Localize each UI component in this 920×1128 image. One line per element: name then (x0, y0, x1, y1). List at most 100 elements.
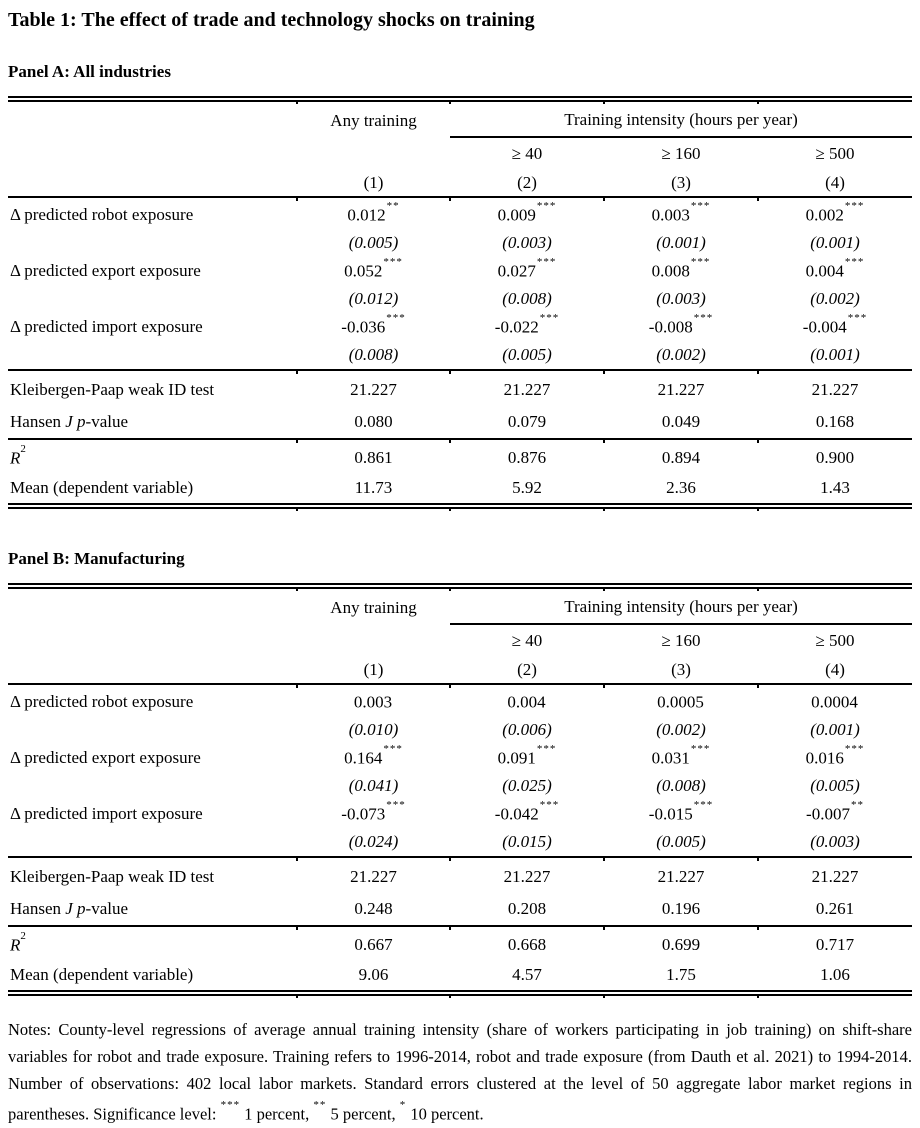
coef-cell: 0.002*** (805, 199, 865, 225)
se-cell: (0.008) (502, 289, 552, 308)
row-label: Kleibergen-Paap weak ID test (10, 867, 215, 886)
row-label: Mean (dependent variable) (10, 478, 194, 497)
col-number-3: (3) (671, 172, 691, 192)
panel-a-mid-rule-1 (8, 369, 912, 374)
row-label: Hansen J p-value (10, 412, 129, 431)
row-import-exposure: Δ predicted import exposure -0.036*** -0… (8, 311, 912, 341)
se-cell: (0.001) (656, 233, 706, 252)
se-cell: (0.005) (502, 345, 552, 364)
coef-cell: -0.008*** (648, 311, 714, 337)
stat-cell: 0.168 (815, 412, 855, 431)
col-header-ge500: ≥ 500 (815, 143, 855, 163)
significance-stars: *** (386, 311, 406, 324)
se-cell: (0.001) (810, 233, 860, 252)
se-cell: (0.002) (656, 720, 706, 739)
col-header-any-training: Any training (330, 110, 417, 130)
significance-stars: *** (690, 199, 711, 212)
stat-cell: 21.227 (657, 867, 705, 886)
coef-cell: -0.042*** (494, 798, 560, 824)
header-row-thresholds: ≥ 40 ≥ 160 ≥ 500 (8, 137, 912, 169)
row-robot-exposure: Δ predicted robot exposure 0.003 0.004 0… (8, 688, 912, 716)
row-export-se: (0.012) (0.008) (0.003) (0.002) (8, 285, 912, 313)
row-robot-se: (0.005) (0.003) (0.001) (0.001) (8, 229, 912, 257)
row-import-exposure: Δ predicted import exposure -0.073*** -0… (8, 798, 912, 828)
header-row-thresholds: ≥ 40 ≥ 160 ≥ 500 (8, 624, 912, 656)
stat-cell: 0.861 (354, 448, 393, 467)
stat-cell: 21.227 (811, 867, 859, 886)
se-cell: (0.002) (810, 289, 860, 308)
coef-cell: 0.031*** (651, 742, 711, 768)
col-group-training-intensity: Training intensity (hours per year) (450, 104, 912, 138)
significance-stars: *** (539, 311, 560, 324)
row-robot-se: (0.010) (0.006) (0.002) (0.001) (8, 716, 912, 744)
row-import-se: (0.008) (0.005) (0.002) (0.001) (8, 341, 912, 370)
col-header-ge40: ≥ 40 (511, 630, 543, 650)
row-mean: Mean (dependent variable) 11.73 5.92 2.3… (8, 473, 912, 506)
stat-cell: 21.227 (657, 380, 705, 399)
coef-cell: 0.009*** (497, 199, 557, 225)
stat-cell: 21.227 (811, 380, 859, 399)
two-stars: ** (313, 1099, 327, 1111)
stat-cell: 4.57 (512, 965, 542, 984)
coef-cell: -0.007** (806, 798, 864, 824)
stat-cell: 5.92 (512, 478, 542, 497)
row-label: R2 (10, 929, 26, 955)
panel-b-mid-rule-1 (8, 856, 912, 861)
stat-cell: 0.699 (661, 935, 701, 954)
col-header-ge160: ≥ 160 (661, 143, 701, 163)
panel-a-top-rule (8, 96, 912, 105)
coef-cell: 0.091*** (497, 742, 557, 768)
se-cell: (0.005) (810, 776, 860, 795)
row-r-squared: R2 0.861 0.876 0.894 0.900 (8, 443, 912, 473)
coef-cell: 0.004 (507, 692, 546, 712)
significance-stars: *** (536, 199, 557, 212)
row-mean: Mean (dependent variable) 9.06 4.57 1.75… (8, 960, 912, 993)
table-notes: Notes: County-level regressions of avera… (8, 1020, 912, 1124)
col-number-4: (4) (825, 659, 845, 679)
se-cell: (0.010) (348, 720, 399, 739)
se-cell: (0.015) (502, 832, 552, 851)
row-hansen: Hansen J p-value 0.248 0.208 0.196 0.261 (8, 893, 912, 926)
coef-cell: 0.004*** (805, 255, 865, 281)
se-cell: (0.024) (348, 832, 399, 851)
significance-stars: *** (690, 255, 711, 268)
panel-a-header-rule (8, 196, 912, 201)
stat-cell: 11.73 (354, 478, 393, 497)
stat-cell: 0.668 (507, 935, 547, 954)
col-number-4: (4) (825, 172, 845, 192)
se-cell: (0.008) (348, 345, 399, 364)
stat-cell: 0.900 (815, 448, 855, 467)
row-export-exposure: Δ predicted export exposure 0.052*** 0.0… (8, 255, 912, 285)
panel-b-mid-rule-2 (8, 925, 912, 930)
row-label: Δ predicted robot exposure (10, 692, 194, 711)
row-label: Δ predicted export exposure (10, 748, 201, 767)
row-label: Δ predicted export exposure (10, 261, 201, 280)
col-header-any-training: Any training (330, 597, 417, 617)
panel-b-table: Any training Training intensity (hours p… (8, 583, 912, 999)
row-label: Δ predicted robot exposure (10, 205, 194, 224)
row-kp-test: Kleibergen-Paap weak ID test 21.227 21.2… (8, 861, 912, 893)
row-label: Mean (dependent variable) (10, 965, 194, 984)
significance-stars: *** (844, 199, 865, 212)
coef-cell: 0.164*** (344, 742, 403, 768)
significance-stars: *** (847, 311, 868, 324)
header-row-numbers: (1) (2) (3) (4) (8, 169, 912, 197)
se-cell: (0.005) (348, 233, 399, 252)
significance-stars: *** (386, 798, 406, 811)
stat-cell: 0.208 (507, 899, 547, 918)
significance-stars: *** (844, 742, 865, 755)
row-export-se: (0.041) (0.025) (0.008) (0.005) (8, 772, 912, 800)
significance-stars: *** (844, 255, 865, 268)
coef-cell: -0.073*** (341, 798, 406, 824)
stat-cell: 0.049 (661, 412, 701, 431)
significance-stars: *** (383, 742, 403, 755)
significance-stars: ** (386, 199, 400, 212)
header-row-groups: Any training Training intensity (hours p… (8, 104, 912, 138)
panel-b-label: Panel B: Manufacturing (8, 549, 185, 568)
row-kp-test: Kleibergen-Paap weak ID test 21.227 21.2… (8, 374, 912, 406)
coef-cell: -0.004*** (802, 311, 868, 337)
significance-stars: *** (536, 742, 557, 755)
stat-cell: 0.894 (661, 448, 701, 467)
row-hansen: Hansen J p-value 0.080 0.079 0.049 0.168 (8, 406, 912, 439)
significance-stars: *** (693, 311, 714, 324)
